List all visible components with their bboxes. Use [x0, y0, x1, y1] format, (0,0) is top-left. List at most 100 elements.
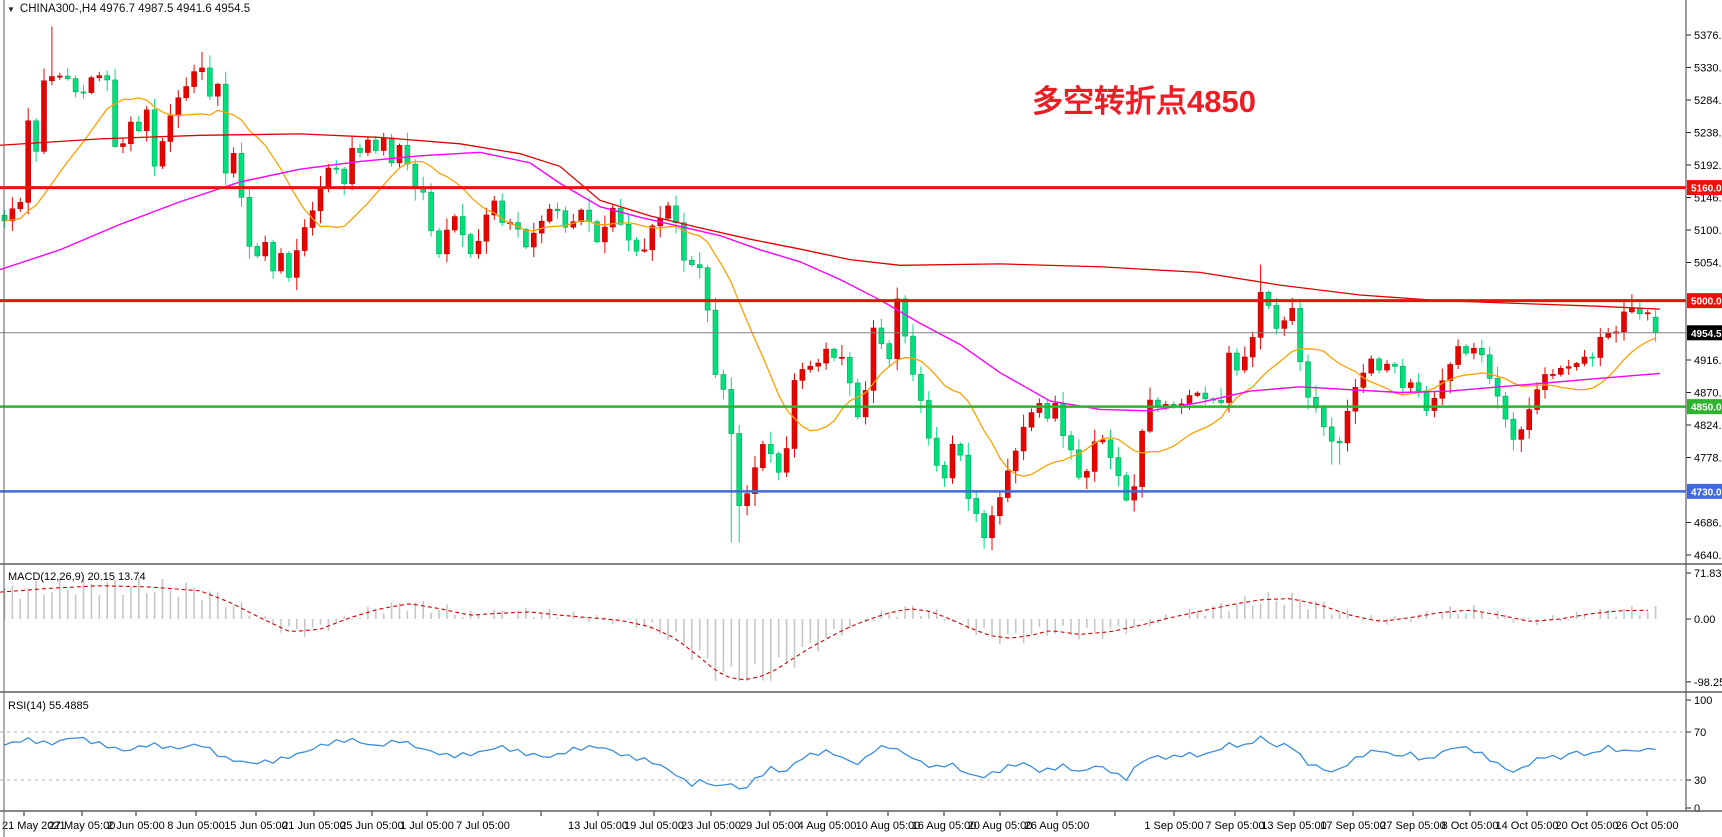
candle [586, 209, 592, 222]
candle [1068, 435, 1074, 451]
candle [846, 356, 853, 384]
candle [617, 207, 624, 225]
candle [854, 382, 861, 418]
price-tick-label: 5238.0 [1694, 127, 1722, 139]
candle [673, 205, 679, 224]
candle [1344, 410, 1351, 444]
candle [1012, 450, 1019, 472]
candle [1186, 395, 1193, 405]
candle [1376, 358, 1382, 371]
candle [878, 327, 885, 344]
rsi-scale-label: 100 [1694, 695, 1712, 707]
candle [207, 67, 213, 97]
candle [365, 139, 371, 153]
candle [1471, 347, 1477, 354]
candle [791, 380, 798, 449]
price-tick-label: 4640.0 [1694, 550, 1722, 562]
candle [396, 145, 403, 164]
macd-scale-label: -98.25 [1694, 677, 1722, 689]
price-tick-label: 4916.0 [1694, 355, 1722, 367]
candle [1123, 475, 1130, 501]
symbol-collapse-arrow-icon[interactable]: ▼ [7, 4, 15, 14]
candle [752, 467, 758, 495]
candle [538, 220, 545, 234]
date-label: 21 May 2021 [2, 820, 66, 832]
candle [1004, 470, 1011, 498]
candle [712, 309, 719, 375]
symbol-ohlc-label: CHINA300-,H4 4976.7 4987.5 4941.6 4954.5 [19, 3, 251, 15]
candle [1036, 403, 1043, 413]
candle [767, 444, 774, 455]
macd-panel[interactable] [0, 577, 1657, 682]
candle [609, 207, 616, 228]
level-price-label [1687, 483, 1722, 499]
level-price-label [1687, 293, 1722, 309]
candle [1336, 440, 1343, 444]
price-tick-label: 5100.0 [1694, 225, 1722, 237]
price-axis[interactable]: 5376.0 5330.0 5284.0 5238.0 5192.0 5146.0 5100… [1686, 30, 1722, 815]
candle [412, 163, 419, 189]
rsi-panel[interactable] [0, 731, 1686, 790]
date-label: 27 Sep 05:00 [1380, 820, 1445, 832]
candle [989, 515, 995, 539]
price-tick-label: 5376.0 [1694, 30, 1722, 42]
candle [143, 109, 150, 131]
annotation-text[interactable]: 多空转折点4850 [1032, 84, 1256, 119]
main-price-panel[interactable] [0, 26, 1686, 551]
candle [349, 147, 355, 185]
candle [104, 75, 110, 81]
candle [286, 253, 292, 278]
candle [1415, 382, 1422, 392]
candle [56, 75, 63, 78]
candle [1202, 392, 1209, 400]
candle [870, 327, 877, 391]
candle [933, 437, 940, 466]
candle [1107, 439, 1114, 458]
candle [910, 335, 916, 375]
candle [41, 80, 47, 152]
candle [262, 242, 269, 257]
candle [562, 210, 569, 228]
candle [1360, 372, 1367, 388]
date-label: 26 Oct 05:00 [1616, 820, 1679, 832]
candle [1234, 352, 1240, 371]
candle [602, 226, 608, 243]
candle [554, 208, 561, 212]
price-tick-label: 5330.0 [1694, 62, 1722, 74]
candle [120, 143, 126, 147]
candle [151, 109, 158, 167]
candle [815, 362, 822, 367]
candle [230, 153, 237, 174]
candle [625, 223, 632, 241]
date-label: 16 Aug 05:00 [912, 820, 977, 832]
candle [357, 147, 363, 153]
candle [546, 208, 553, 222]
macd-scale-label: 71.83 [1694, 568, 1722, 580]
candle [1463, 346, 1469, 354]
candle [1194, 392, 1201, 396]
candle [1115, 457, 1122, 476]
candle [696, 264, 703, 269]
candle [1447, 364, 1453, 382]
candle [428, 191, 434, 232]
candle [1084, 471, 1090, 478]
candle [1565, 366, 1572, 369]
candle [1605, 333, 1611, 338]
price-tick-label: 5284.0 [1694, 95, 1722, 107]
candle [1597, 337, 1604, 358]
candle [523, 228, 529, 248]
candle [918, 373, 924, 401]
date-label: 7 Sep 05:00 [1205, 820, 1264, 832]
candle [1249, 337, 1256, 358]
candle [1637, 308, 1643, 315]
candle [96, 75, 103, 78]
candle [1455, 346, 1461, 365]
candle [1629, 308, 1635, 313]
candle [1534, 389, 1540, 410]
candle [981, 513, 987, 539]
date-label: 13 Sep 05:00 [1261, 820, 1326, 832]
